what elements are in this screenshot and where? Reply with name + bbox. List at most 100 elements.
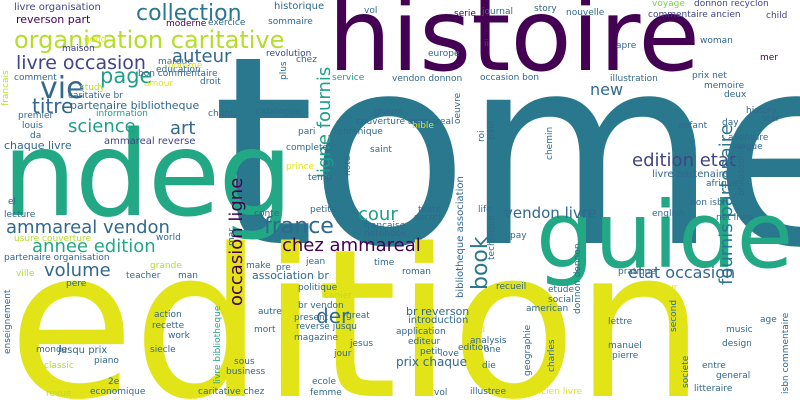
word-etude: etude xyxy=(548,285,575,295)
word-histoire: histoire xyxy=(328,0,700,94)
word-vie: vie xyxy=(40,71,85,106)
word-occasion-bon: occasion bon xyxy=(480,73,540,83)
word-association-br: association br xyxy=(252,269,329,282)
word-vol-small: vol xyxy=(434,388,448,398)
word-revue: revue xyxy=(46,389,72,399)
word-pratique: pratique xyxy=(618,267,656,277)
word-pierre: pierre xyxy=(612,351,639,361)
word-saint: saint xyxy=(370,145,392,155)
word-comment: comment xyxy=(14,73,57,83)
word-ammareal-vendon: ammareal vendon xyxy=(6,217,170,238)
word-caritative-chez: caritative chez xyxy=(198,387,265,397)
word-music: music xyxy=(726,325,753,335)
word-ligne-fournis: ligne fournis xyxy=(314,66,335,178)
word-ii: ii xyxy=(484,39,490,49)
word-good: good xyxy=(84,35,107,45)
word-edition-small: edition xyxy=(458,343,489,353)
word-maison: maison xyxy=(62,44,95,54)
word-nouvelle: nouvelle xyxy=(566,8,605,18)
word-catalogue: catalogue xyxy=(256,107,301,117)
word-world: world xyxy=(156,233,181,243)
word-reverse-jusqu: reverse jusqu xyxy=(296,322,358,332)
word-introduction: introduction xyxy=(408,315,469,326)
word-monde: monde xyxy=(36,345,68,355)
word-amour: amour xyxy=(144,79,174,89)
word-revolution: revolution xyxy=(266,49,312,59)
word-pere: pere xyxy=(66,279,87,289)
word-science: science xyxy=(68,116,136,137)
word-classic: classic xyxy=(44,361,74,371)
word-jean: jean xyxy=(306,257,326,267)
word-chant: chant xyxy=(208,109,234,119)
word-paul: paul xyxy=(487,120,497,140)
word-partenaire-organisation: partenaire organisation xyxy=(4,253,110,263)
word-plus: plus xyxy=(279,61,289,80)
word-woman: woman xyxy=(700,36,733,46)
word-study: study xyxy=(80,83,105,93)
word-louis: louis xyxy=(22,121,43,131)
word-vendon-donnon: vendon donnon xyxy=(392,74,463,84)
word-aventure: aventure xyxy=(728,133,769,143)
word-usure-couverture: usure couverture xyxy=(14,234,91,244)
word-annee-edition: annee edition xyxy=(32,236,156,257)
word-love: love xyxy=(440,349,459,359)
word-chaque-livre: chaque livre xyxy=(4,139,72,152)
word-edition: edition xyxy=(8,205,705,400)
word-general: general xyxy=(716,371,751,381)
word-roman: roman xyxy=(402,267,431,277)
word-2e: 2e xyxy=(108,377,120,387)
word-edition-etat: edition etat xyxy=(632,150,736,171)
word-vol: vol xyxy=(364,6,378,16)
word-net-livre: net livre xyxy=(716,213,753,223)
word-enseignement: enseignement xyxy=(3,289,13,354)
word-historique: historique xyxy=(274,1,325,12)
word-petit: petit xyxy=(420,347,441,357)
word-ammareal-reverse: ammareal reverse xyxy=(104,136,196,147)
word-business: business xyxy=(226,367,266,377)
word-societe: societe xyxy=(681,355,691,388)
word-bible: bible xyxy=(412,121,434,131)
word-age: age xyxy=(760,315,777,325)
word-one: one xyxy=(484,345,501,355)
word-ecole: ecole xyxy=(312,377,337,387)
word-prix-net: prix net xyxy=(692,71,727,81)
word-teacher: teacher xyxy=(126,271,161,281)
word-livre-organisation: livre organisation xyxy=(14,2,101,13)
word-bon-isbn: bon isbn xyxy=(690,198,729,208)
word-organisation-caritative: organisation caritative xyxy=(14,26,285,54)
word-livre-partenaire: livre partenaire xyxy=(652,169,729,180)
word-tome: tome xyxy=(212,0,800,305)
word-second: second xyxy=(669,299,679,332)
word-caritative-br: caritative br xyxy=(68,91,123,101)
word-work: work xyxy=(168,331,190,341)
word-guerre: guerre xyxy=(374,107,404,117)
word-education: education xyxy=(156,65,201,75)
word-story: story xyxy=(534,4,557,14)
word-ancien-livre: ancien livre xyxy=(530,387,583,397)
word-texte: texte xyxy=(418,205,442,215)
word-day: day xyxy=(722,118,739,128)
word-siecle: siecle xyxy=(150,345,176,355)
word-pay: pay xyxy=(510,231,527,241)
word-journal: journal xyxy=(482,7,513,17)
word-present: present xyxy=(294,313,329,323)
word-livre-bibliotheque: livre bibliotheque xyxy=(213,305,223,384)
word-notebook: notebook xyxy=(364,229,407,239)
word-pari: pari xyxy=(298,127,316,137)
word-francais: francais xyxy=(1,70,11,106)
word-lettre: lettre xyxy=(608,317,633,327)
word-die: die xyxy=(482,361,496,371)
word-economique: economique xyxy=(90,387,146,397)
word-recueil: recueil xyxy=(496,282,527,292)
word-lecture: lecture xyxy=(4,210,36,220)
word-charles: charles xyxy=(547,339,557,372)
word-geographie: geographie xyxy=(523,324,533,376)
word-langue: langue xyxy=(732,142,763,152)
word-moderne: moderne xyxy=(166,19,207,29)
word-life: life xyxy=(478,205,492,215)
word-design: design xyxy=(722,339,752,349)
word-da: da xyxy=(30,131,42,141)
word-page: page xyxy=(100,64,153,88)
word-temp: temp xyxy=(308,173,332,183)
